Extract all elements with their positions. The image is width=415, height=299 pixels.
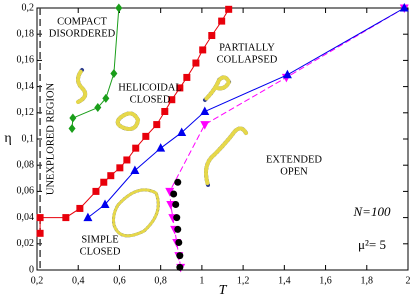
point <box>225 5 233 13</box>
point <box>176 84 184 92</box>
y-tick-label: 0 <box>29 264 34 275</box>
annotation: μ²= 5 <box>358 237 386 252</box>
point <box>282 69 292 79</box>
annotation: HELICOIDAL <box>118 82 182 93</box>
annotation: CLOSED <box>80 246 121 257</box>
y-tick-label: 0,1 <box>22 133 35 144</box>
x-tick-label: 1,8 <box>361 275 374 286</box>
polymer <box>112 188 160 238</box>
point <box>130 165 140 174</box>
point <box>176 252 184 260</box>
x-axis-label: T <box>219 283 228 298</box>
annotation: N=100 <box>353 204 391 219</box>
point <box>142 132 150 140</box>
x-tick-label: 1,4 <box>278 275 291 286</box>
x-tick-label: 1,2 <box>237 275 250 286</box>
point <box>172 201 180 208</box>
point <box>200 121 210 130</box>
y-tick-label: 0,2 <box>22 2 35 13</box>
point <box>132 144 140 152</box>
series-line <box>87 7 405 218</box>
point <box>192 59 200 67</box>
point <box>102 93 110 103</box>
point <box>170 190 178 198</box>
annotation: SIMPLE <box>81 234 118 245</box>
x-tick-label: 2 <box>406 275 411 286</box>
point <box>175 238 183 246</box>
point <box>69 113 77 123</box>
polymer <box>115 111 141 131</box>
y-tick-label: 0,12 <box>17 107 35 118</box>
point <box>94 103 102 113</box>
series-line <box>169 7 405 268</box>
point <box>36 214 44 222</box>
point <box>168 96 176 104</box>
annotation: PARTIALLY <box>219 42 275 53</box>
point <box>218 17 226 25</box>
polymer <box>76 68 88 104</box>
annotation: UNEXPLORED REGION <box>45 82 56 195</box>
point <box>62 214 70 222</box>
point <box>100 178 108 186</box>
annotation: DISORDERED <box>49 28 116 39</box>
point <box>107 172 115 180</box>
point <box>123 156 131 164</box>
y-tick-label: 0,16 <box>17 55 35 66</box>
point <box>116 164 124 172</box>
y-tick-label: 0,02 <box>17 238 35 249</box>
y-tick-label: 0,08 <box>17 159 35 170</box>
point <box>161 107 169 115</box>
polymer-sketches <box>76 68 248 238</box>
point <box>156 143 166 152</box>
annotation: COLLAPSED <box>217 54 278 65</box>
x-tick-label: 1 <box>199 275 204 286</box>
point <box>68 124 76 134</box>
polymer <box>204 126 248 187</box>
point <box>153 121 161 129</box>
point <box>173 214 181 222</box>
point <box>183 73 191 81</box>
annotation: OPEN <box>280 166 308 177</box>
point <box>76 204 84 212</box>
y-tick-label: 0,04 <box>17 212 35 223</box>
x-tick-label: 1,6 <box>319 275 332 286</box>
point <box>92 187 100 195</box>
y-tick-label: 0,14 <box>17 81 35 92</box>
point <box>115 3 123 13</box>
point <box>399 3 409 12</box>
polymer <box>112 188 160 238</box>
x-tick-label: 0,8 <box>154 275 167 286</box>
point <box>110 69 118 78</box>
point <box>200 106 210 115</box>
annotation: CLOSED <box>130 94 171 105</box>
y-tick-label: 0,18 <box>17 28 35 39</box>
point <box>165 187 175 197</box>
x-tick-label: 0,4 <box>72 275 85 286</box>
point <box>174 178 182 186</box>
annotation: COMPACT <box>57 16 107 27</box>
point <box>36 229 44 237</box>
annotation: EXTENDED <box>266 154 322 165</box>
point <box>177 127 187 136</box>
polymer <box>203 75 232 102</box>
y-tick-label: 0,06 <box>17 186 35 197</box>
x-tick-label: 0,2 <box>31 275 44 286</box>
point <box>83 212 93 222</box>
point <box>176 263 184 271</box>
y-axis-label: η <box>4 131 11 146</box>
point <box>199 46 207 54</box>
point <box>208 32 216 40</box>
x-tick-label: 0,6 <box>113 275 126 286</box>
point <box>100 199 110 208</box>
point <box>174 225 182 233</box>
